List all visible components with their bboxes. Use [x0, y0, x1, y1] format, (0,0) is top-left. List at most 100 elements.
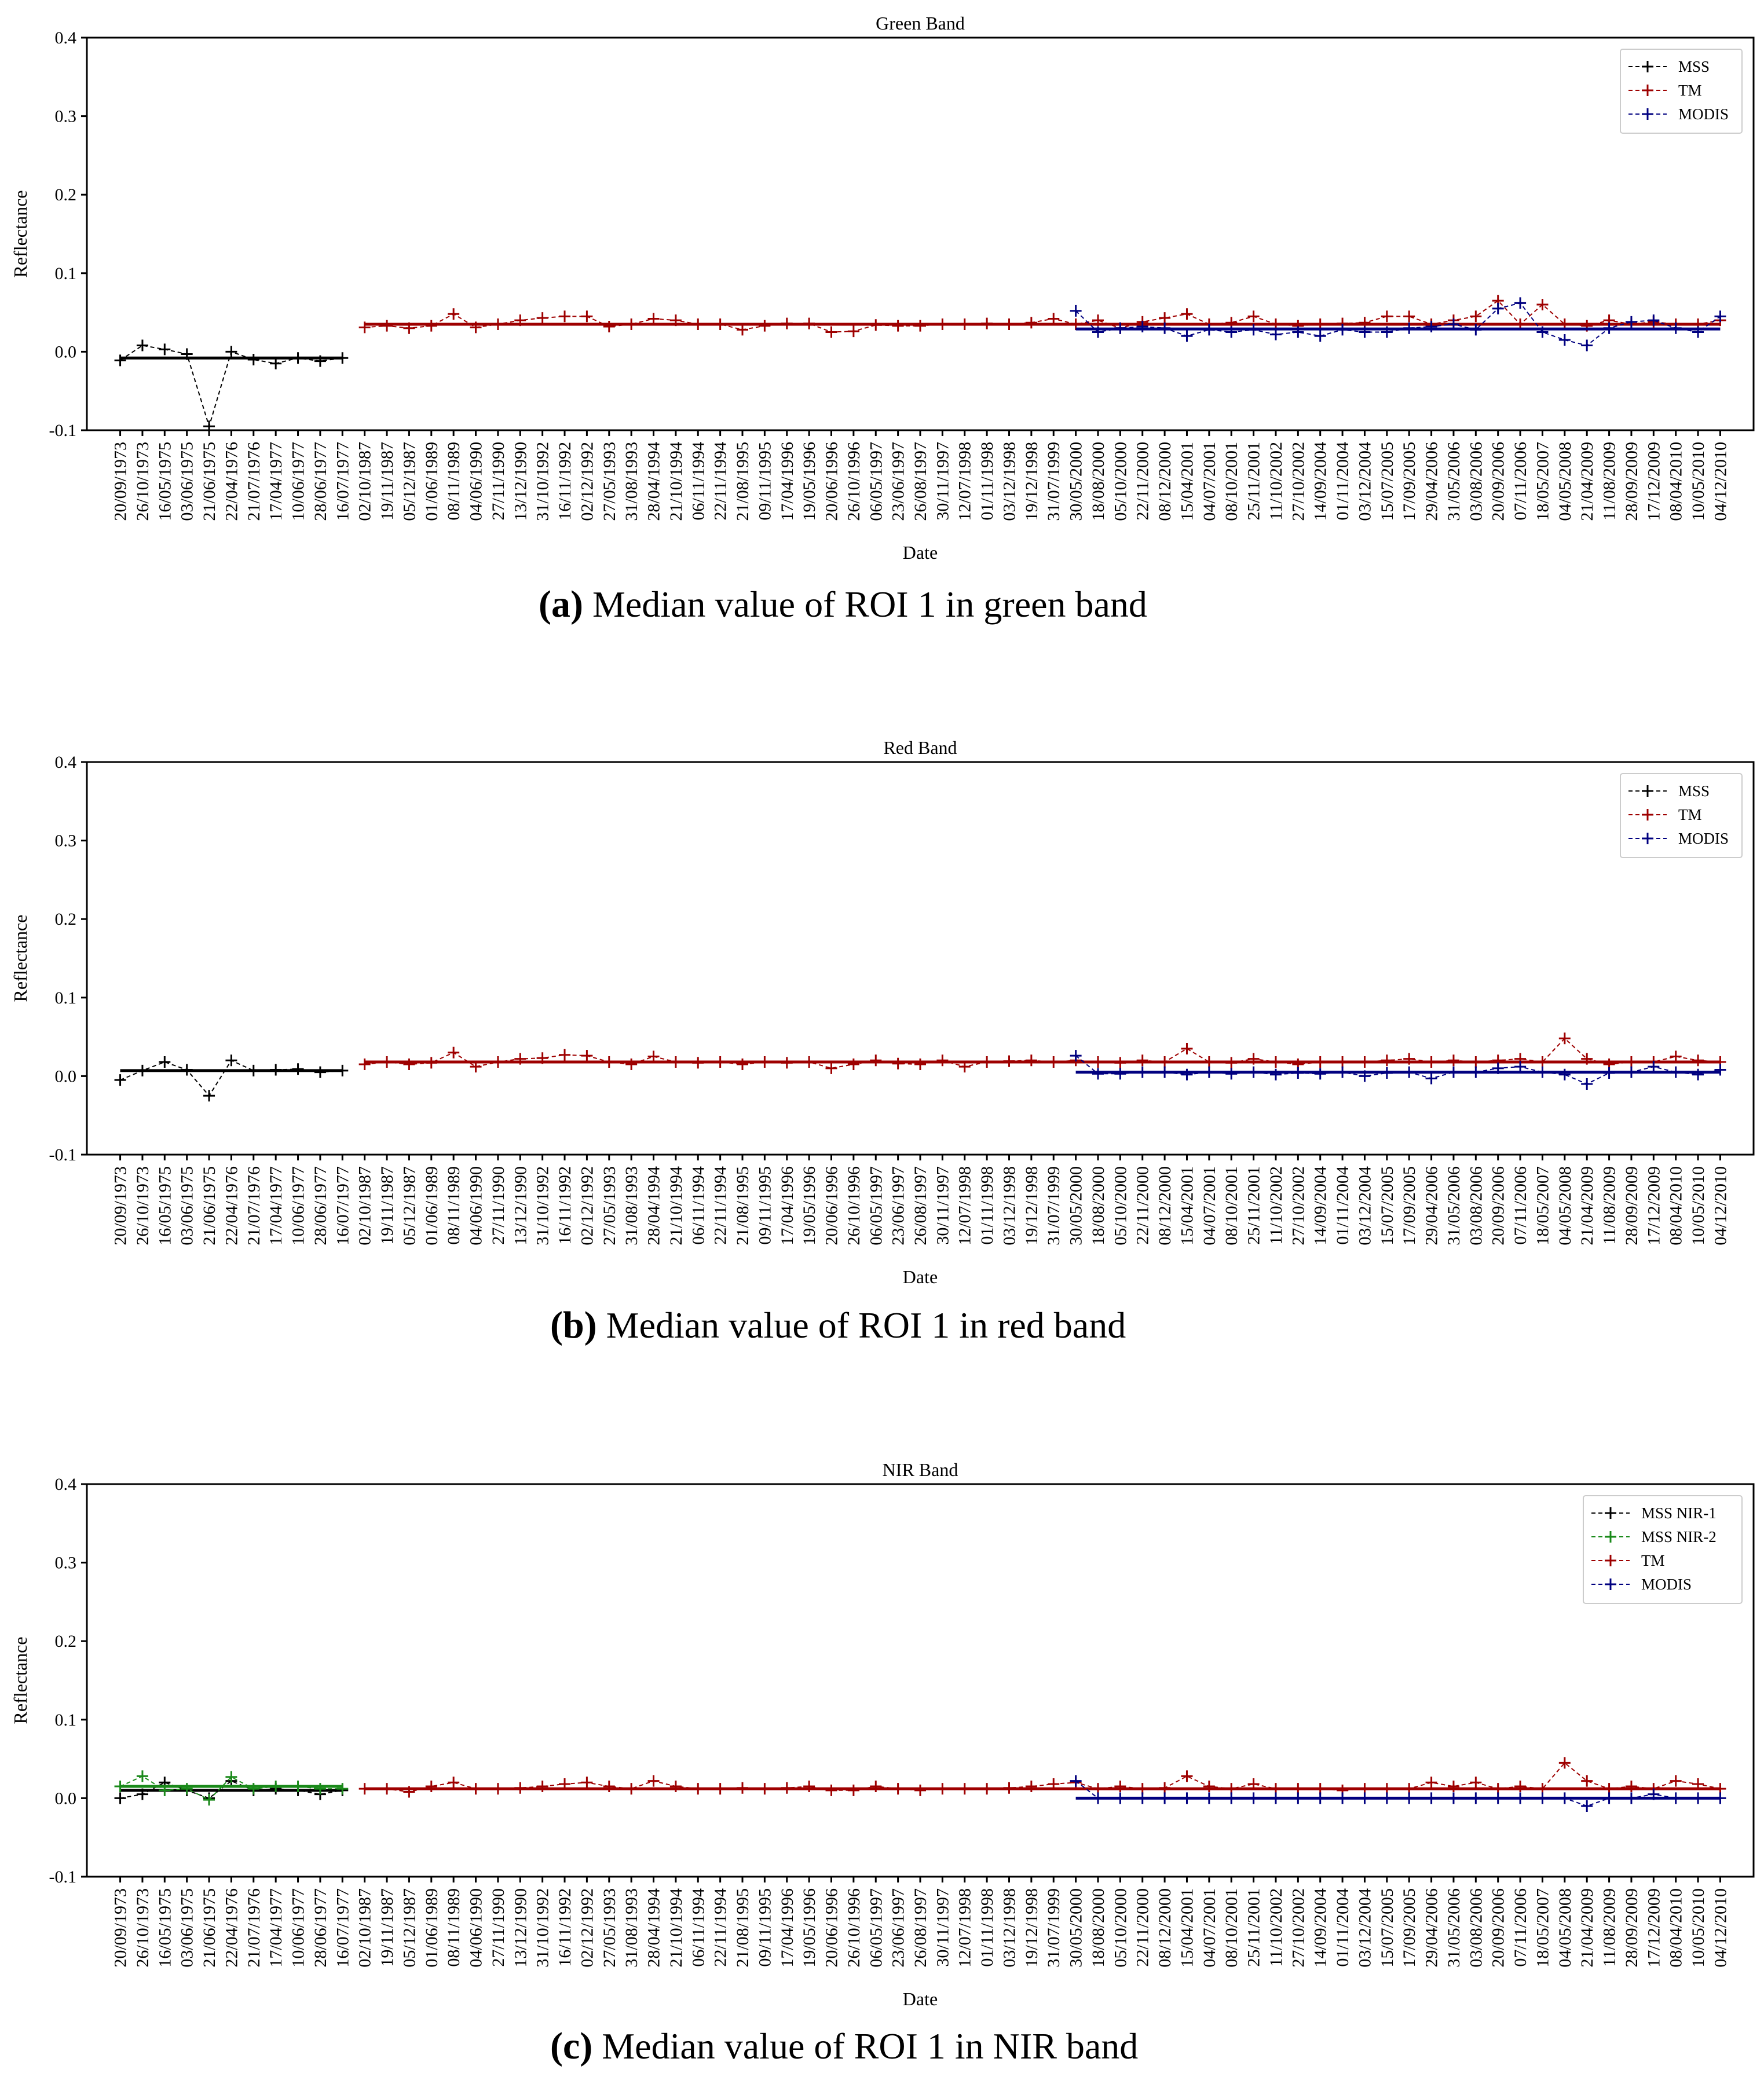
x-tick-label: 31/10/1992: [533, 442, 552, 521]
x-tick-label: 17/04/1996: [778, 1166, 797, 1246]
data-point: [136, 1788, 148, 1800]
figure-caption: (a) Median value of ROI 1 in green band: [539, 583, 1147, 625]
x-tick-label: 17/04/1977: [266, 1888, 286, 1968]
x-tick-label: 17/04/1977: [266, 1166, 286, 1246]
x-tick-label: 19/11/1987: [378, 1166, 397, 1245]
y-tick-label: 0.1: [55, 264, 77, 283]
data-point: [625, 1783, 638, 1795]
y-tick-label: 0.3: [55, 832, 77, 851]
legend-marker: [1605, 1531, 1616, 1543]
plot-frame: [86, 1483, 1755, 1878]
data-point: [536, 1781, 548, 1793]
data-point: [358, 321, 371, 334]
x-tick-label: 22/11/2000: [1133, 442, 1152, 521]
x-tick-label: 05/12/1987: [400, 442, 419, 521]
data-point: [1447, 1054, 1459, 1067]
legend-label: TM: [1678, 806, 1702, 823]
data-point: [114, 1781, 126, 1793]
data-point: [336, 1064, 349, 1076]
x-tick-label: 28/06/1977: [311, 442, 330, 521]
x-tick-label: 30/05/2000: [1067, 1888, 1086, 1968]
data-point: [425, 320, 437, 332]
x-tick-label: 31/05/2006: [1444, 442, 1463, 521]
x-tick-label: 22/11/1994: [711, 1166, 730, 1245]
x-tick-label: 23/06/1997: [889, 1166, 908, 1246]
data-point: [136, 1064, 148, 1076]
legend-marker: [1605, 1555, 1616, 1566]
data-point: [1247, 324, 1260, 336]
legend-label: MSS NIR-2: [1641, 1528, 1717, 1545]
data-point: [1581, 1053, 1593, 1065]
data-point: [536, 312, 548, 324]
legend-label: MSS: [1678, 58, 1710, 75]
data-point: [1359, 1792, 1371, 1804]
data-point: [1247, 1053, 1260, 1065]
y-axis-label: Reflectance: [10, 1637, 31, 1724]
data-point: [247, 353, 259, 365]
y-axis-label: Reflectance: [10, 191, 31, 278]
y-tick-label: 0.4: [55, 1475, 77, 1494]
x-tick-label: 17/12/2009: [1644, 1166, 1663, 1246]
data-point: [958, 1061, 971, 1073]
x-tick-label: 18/05/2007: [1533, 442, 1552, 521]
data-point: [692, 318, 704, 330]
x-tick-label: 14/09/2004: [1311, 442, 1330, 521]
x-tick-label: 30/11/1997: [933, 1888, 952, 1967]
data-point: [136, 1770, 148, 1782]
x-tick-label: 15/04/2001: [1177, 1888, 1196, 1968]
x-tick-label: 14/09/2004: [1311, 1888, 1330, 1968]
data-point: [1536, 299, 1549, 311]
x-tick-label: 02/12/1992: [577, 1166, 596, 1246]
x-tick-label: 17/09/2005: [1400, 1166, 1419, 1246]
legend-label: MODIS: [1678, 830, 1729, 847]
data-point: [1159, 1066, 1171, 1078]
x-tick-label: 03/06/1975: [178, 1166, 197, 1246]
x-tick-label: 17/04/1996: [778, 1888, 797, 1968]
data-point: [1070, 305, 1082, 317]
y-tick-label: 0.3: [55, 1554, 77, 1573]
legend-marker: [1605, 1507, 1616, 1519]
x-tick-label: 21/08/1995: [733, 442, 752, 521]
series-line: [364, 1762, 1721, 1793]
data-point: [1558, 1032, 1571, 1045]
x-tick-label: 16/07/1977: [333, 1166, 352, 1246]
x-tick-label: 31/05/2006: [1444, 1166, 1463, 1246]
data-point: [647, 1050, 660, 1063]
data-point: [470, 1061, 482, 1073]
data-point: [825, 1784, 837, 1796]
x-tick-label: 04/07/2001: [1200, 1166, 1219, 1246]
x-tick-label: 15/07/2005: [1378, 442, 1397, 521]
x-tick-label: 03/12/1998: [1000, 442, 1019, 521]
legend-marker: [1642, 785, 1653, 797]
data-point: [114, 1792, 126, 1804]
y-tick-label: 0.0: [55, 1067, 77, 1086]
x-tick-label: 04/12/2010: [1711, 1888, 1730, 1968]
x-tick-label: 11/08/2009: [1600, 1888, 1619, 1967]
legend-label: MODIS: [1678, 105, 1729, 123]
data-point: [781, 317, 793, 329]
x-tick-label: 22/11/2000: [1133, 1166, 1152, 1245]
data-point: [759, 1783, 771, 1795]
x-tick-label: 08/11/1989: [444, 1166, 463, 1245]
x-tick-label: 20/09/2006: [1489, 442, 1508, 521]
x-tick-label: 07/11/2006: [1511, 1888, 1530, 1967]
x-tick-label: 21/07/1976: [244, 1888, 263, 1968]
series-mss: [114, 1054, 349, 1102]
data-point: [581, 1777, 593, 1789]
data-point: [669, 314, 682, 327]
data-point: [247, 1783, 259, 1795]
data-point: [737, 1782, 749, 1794]
x-tick-label: 26/10/1996: [844, 1166, 863, 1246]
x-tick-label: 05/10/2000: [1111, 442, 1130, 521]
x-tick-label: 04/12/2010: [1711, 442, 1730, 521]
x-tick-label: 30/05/2000: [1067, 442, 1086, 521]
x-tick-label: 23/06/1997: [889, 1888, 908, 1968]
data-point: [470, 1783, 482, 1795]
y-tick-label: 0.4: [55, 753, 77, 772]
data-point: [781, 1782, 793, 1794]
data-point: [292, 1781, 304, 1793]
data-point: [1425, 1792, 1437, 1804]
chart-title: Green Band: [876, 13, 965, 34]
data-point: [1314, 330, 1326, 342]
legend-marker: [1642, 108, 1653, 120]
